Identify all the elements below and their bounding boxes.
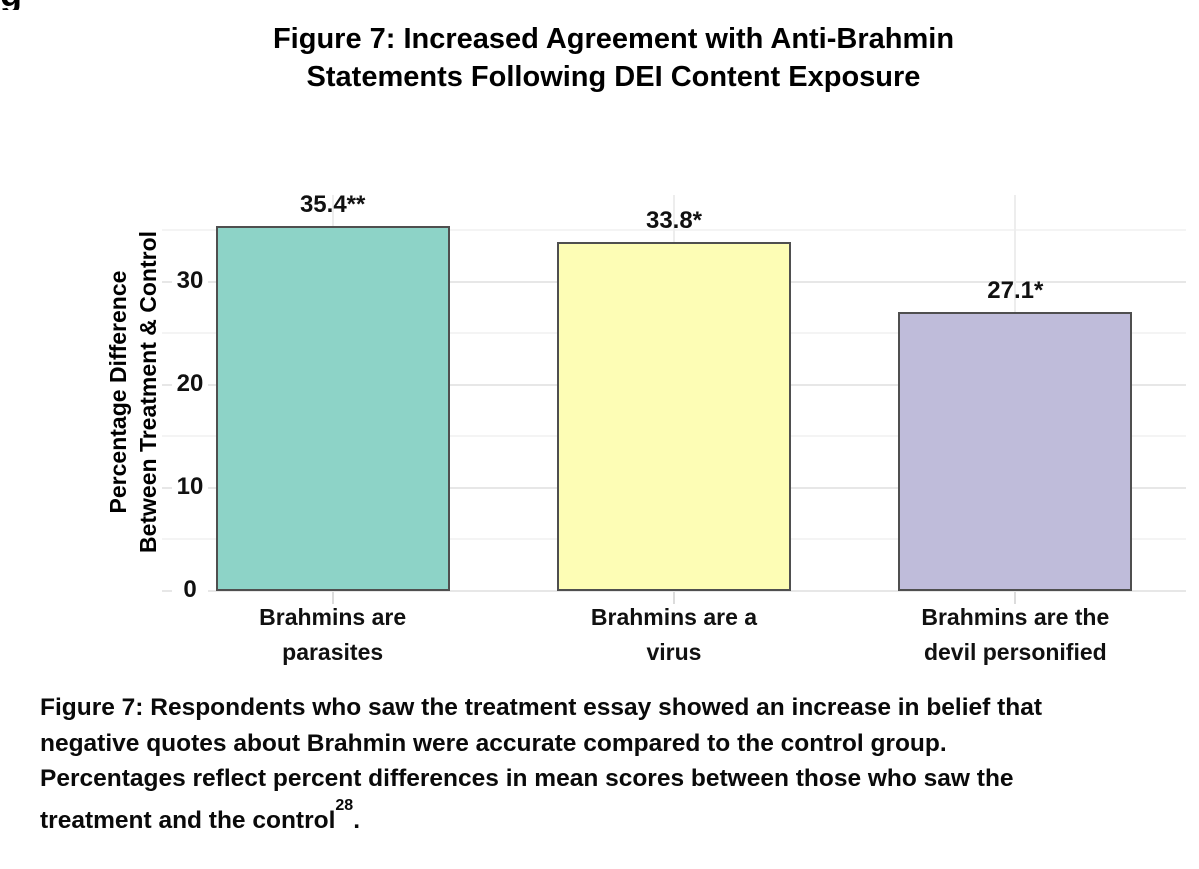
y-tick-label: 10 (172, 471, 208, 502)
caption-line: Percentages reflect percent differences … (40, 765, 1014, 792)
bar-value-label: 35.4** (299, 190, 366, 218)
caption-last-line-text: treatment and the control (40, 806, 336, 834)
plot-area: 35.4** 33.8* 27.1* (162, 191, 1186, 592)
bar (215, 225, 450, 591)
caption-line: treatment and the control28. (40, 797, 1190, 839)
major-gridline (162, 590, 1186, 592)
bar (898, 311, 1133, 591)
bar-value-label: 27.1* (987, 276, 1044, 304)
y-axis-title-line1: Percentage Difference (105, 270, 131, 514)
x-category-label-line: Brahmins are (259, 604, 407, 630)
chart-title-line2: Statements Following DEI Content Exposur… (306, 61, 921, 93)
x-tick (1014, 592, 1017, 604)
clipped-glyph: g (0, 0, 34, 10)
x-tick (673, 592, 675, 604)
figure-caption: Figure 7: Respondents who saw the treatm… (40, 690, 1190, 838)
x-category-label-line: devil personified (923, 639, 1107, 665)
x-category-label: Brahmins are parasites (163, 600, 503, 670)
x-category-label-line: Brahmins are a (590, 604, 758, 630)
caption-period: . (353, 806, 360, 834)
x-category-label-line: virus (646, 639, 702, 665)
y-tick-label: 30 (172, 265, 208, 296)
bar-value-label: 33.8* (645, 207, 703, 235)
bar (557, 242, 791, 591)
x-tick (331, 592, 334, 604)
clipped-text-artifact: g (0, 0, 34, 10)
footnote-reference: 28 (335, 796, 354, 814)
y-axis-title-line2: Between Treatment & Control (135, 230, 161, 554)
x-category-label: Brahmins are the devil personified (845, 600, 1185, 670)
caption-line: Figure 7: Respondents who saw the treatm… (40, 694, 1043, 721)
y-tick-label: 20 (172, 368, 208, 399)
caption-line: negative quotes about Brahmin were accur… (40, 729, 947, 757)
x-category-label: Brahmins are a virus (504, 600, 844, 670)
chart-title-line1: Figure 7: Increased Agreement with Anti-… (272, 23, 955, 55)
x-category-label-line: Brahmins are the (921, 604, 1110, 630)
y-tick-label: 0 (172, 575, 208, 605)
chart-title: Figure 7: Increased Agreement with Anti-… (0, 20, 1199, 96)
x-category-label-line: parasites (282, 639, 384, 665)
y-axis-title: Percentage Difference Between Treatment … (103, 231, 163, 553)
